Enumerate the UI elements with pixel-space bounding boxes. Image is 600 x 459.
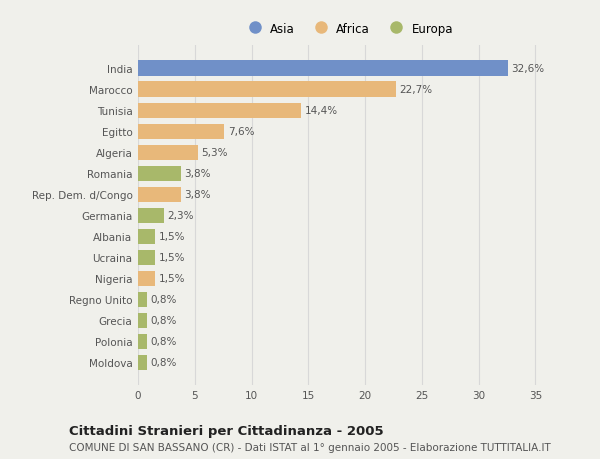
Bar: [138, 271, 155, 286]
Text: 0,8%: 0,8%: [151, 295, 177, 305]
Bar: [138, 250, 155, 265]
Text: 32,6%: 32,6%: [511, 64, 545, 74]
Bar: [138, 82, 395, 97]
Text: Cittadini Stranieri per Cittadinanza - 2005: Cittadini Stranieri per Cittadinanza - 2…: [69, 425, 383, 437]
Text: 5,3%: 5,3%: [202, 148, 228, 158]
Bar: [138, 208, 164, 223]
Text: 0,8%: 0,8%: [151, 336, 177, 347]
Text: 0,8%: 0,8%: [151, 358, 177, 368]
Text: 14,4%: 14,4%: [305, 106, 338, 116]
Text: 3,8%: 3,8%: [185, 190, 211, 200]
Bar: [138, 334, 147, 349]
Text: 7,6%: 7,6%: [227, 127, 254, 137]
Bar: [138, 62, 508, 77]
Text: COMUNE DI SAN BASSANO (CR) - Dati ISTAT al 1° gennaio 2005 - Elaborazione TUTTIT: COMUNE DI SAN BASSANO (CR) - Dati ISTAT …: [69, 442, 551, 452]
Bar: [138, 166, 181, 181]
Bar: [138, 124, 224, 140]
Text: 22,7%: 22,7%: [399, 85, 432, 95]
Text: 3,8%: 3,8%: [185, 169, 211, 179]
Text: 1,5%: 1,5%: [158, 232, 185, 242]
Bar: [138, 103, 301, 118]
Bar: [138, 145, 198, 160]
Bar: [138, 229, 155, 244]
Bar: [138, 355, 147, 370]
Text: 1,5%: 1,5%: [158, 253, 185, 263]
Text: 0,8%: 0,8%: [151, 316, 177, 325]
Bar: [138, 292, 147, 307]
Legend: Asia, Africa, Europa: Asia, Africa, Europa: [238, 18, 458, 40]
Text: 2,3%: 2,3%: [167, 211, 194, 221]
Bar: [138, 187, 181, 202]
Text: 1,5%: 1,5%: [158, 274, 185, 284]
Bar: [138, 313, 147, 328]
